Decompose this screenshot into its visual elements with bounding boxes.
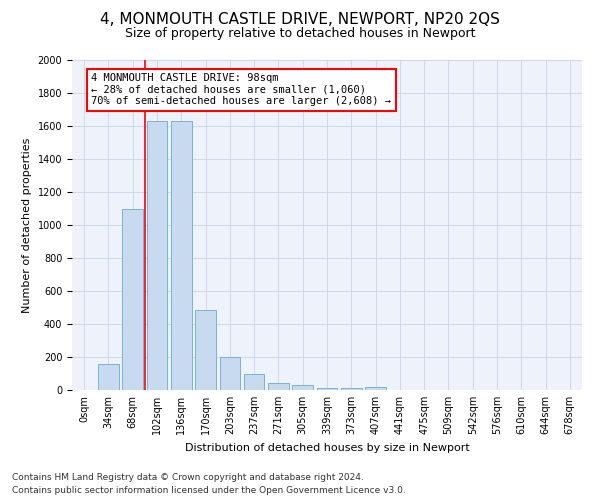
Bar — [244, 374, 265, 390]
Bar — [292, 386, 313, 390]
Bar — [98, 364, 119, 390]
Bar — [171, 121, 191, 390]
Bar — [365, 387, 386, 390]
Bar — [146, 121, 167, 390]
Y-axis label: Number of detached properties: Number of detached properties — [22, 138, 32, 312]
X-axis label: Distribution of detached houses by size in Newport: Distribution of detached houses by size … — [185, 442, 469, 452]
Bar — [268, 383, 289, 390]
Text: Size of property relative to detached houses in Newport: Size of property relative to detached ho… — [125, 28, 475, 40]
Text: Contains public sector information licensed under the Open Government Licence v3: Contains public sector information licen… — [12, 486, 406, 495]
Bar — [341, 388, 362, 390]
Text: 4 MONMOUTH CASTLE DRIVE: 98sqm
← 28% of detached houses are smaller (1,060)
70% : 4 MONMOUTH CASTLE DRIVE: 98sqm ← 28% of … — [91, 73, 391, 106]
Bar — [122, 210, 143, 390]
Text: 4, MONMOUTH CASTLE DRIVE, NEWPORT, NP20 2QS: 4, MONMOUTH CASTLE DRIVE, NEWPORT, NP20 … — [100, 12, 500, 28]
Bar — [220, 357, 240, 390]
Bar — [317, 388, 337, 390]
Text: Contains HM Land Registry data © Crown copyright and database right 2024.: Contains HM Land Registry data © Crown c… — [12, 474, 364, 482]
Bar — [195, 310, 216, 390]
